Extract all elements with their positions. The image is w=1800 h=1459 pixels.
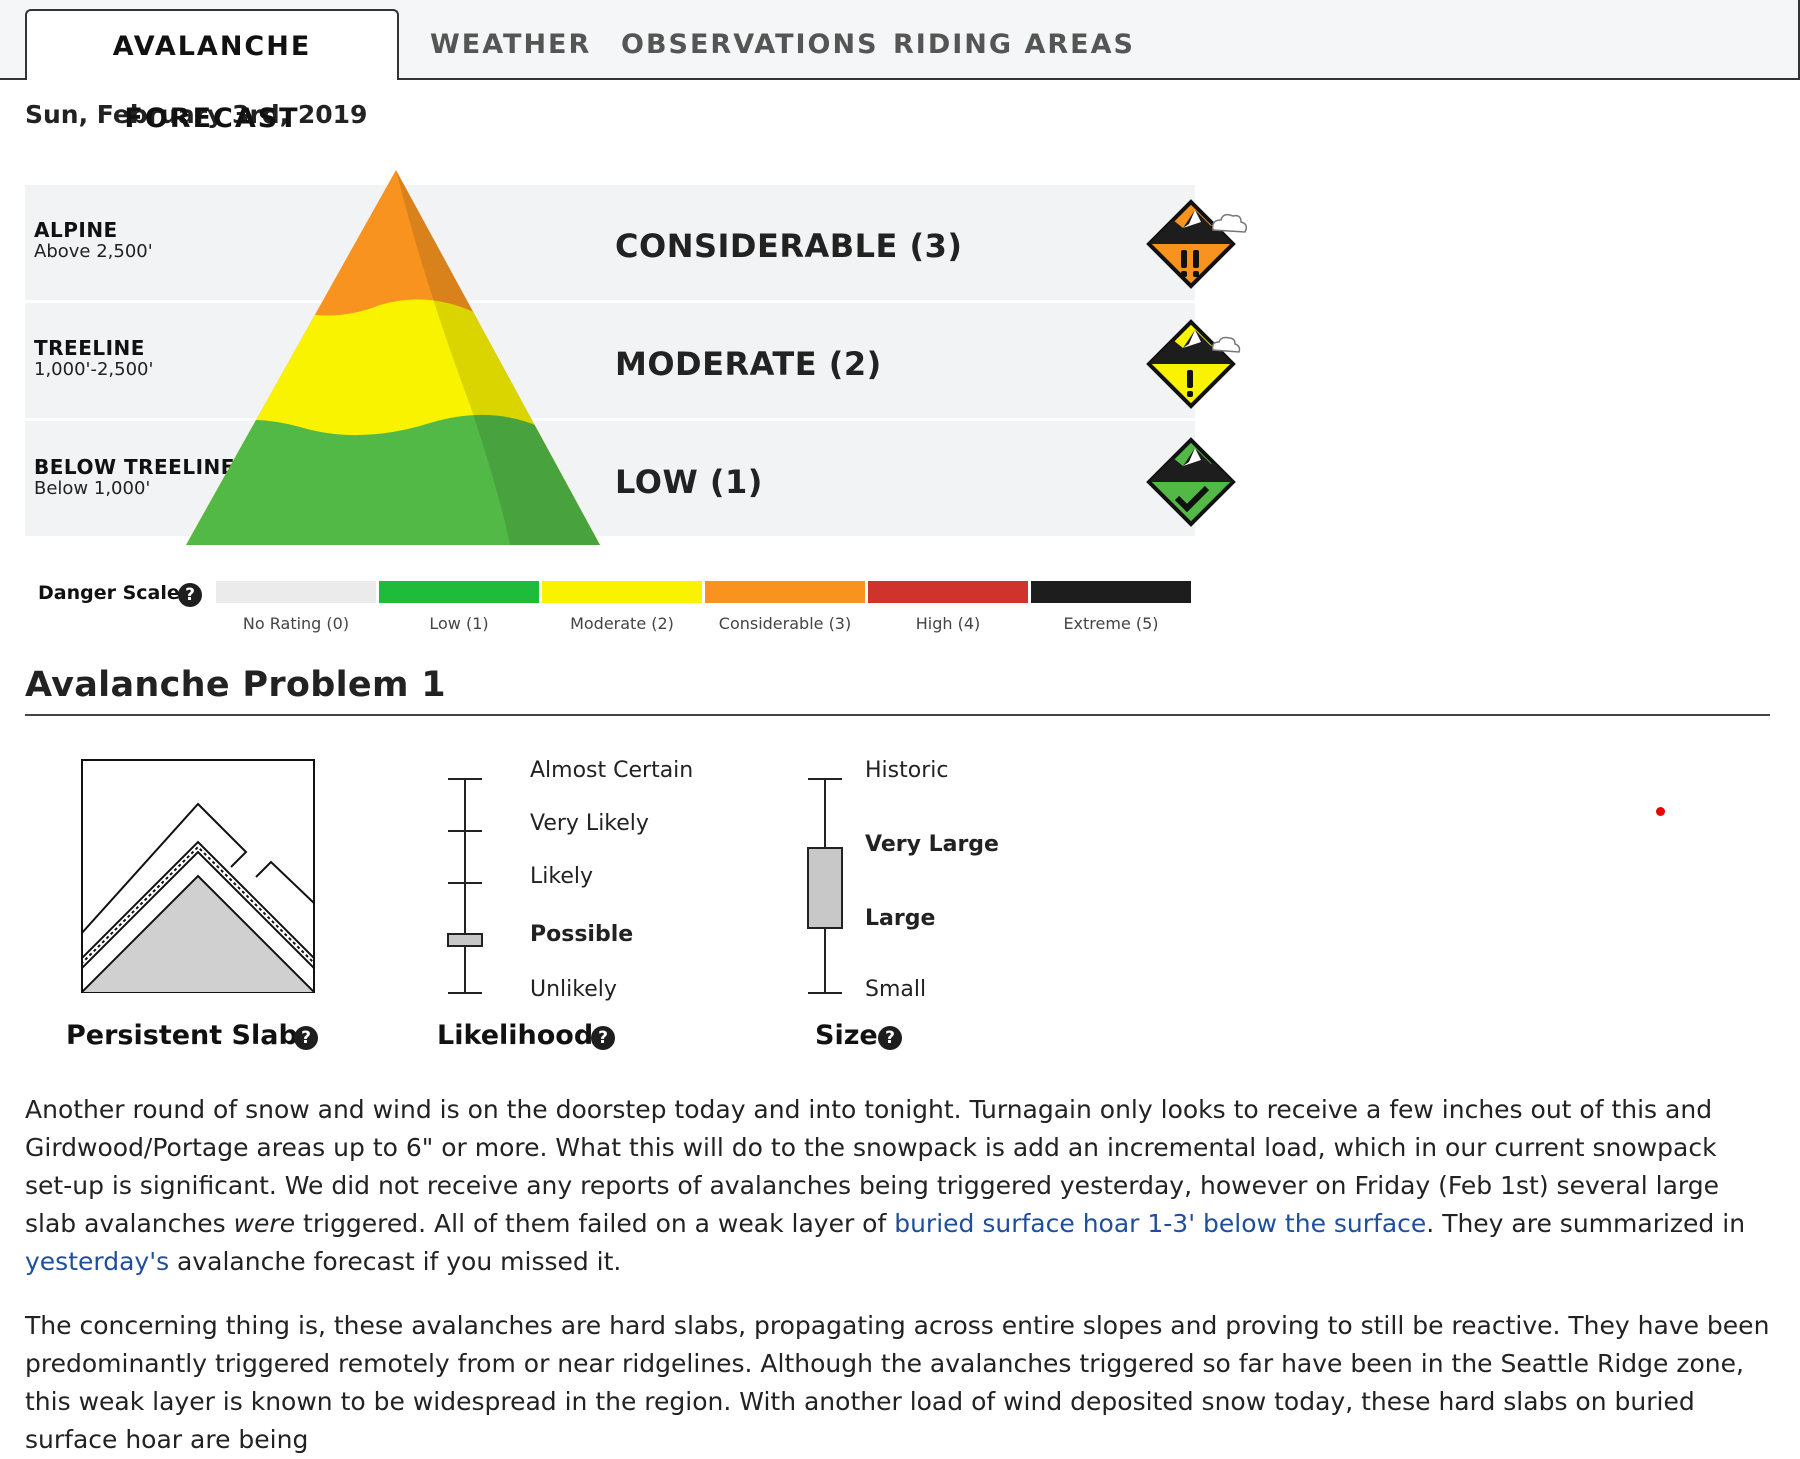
likelihood-level-label: Unlikely [530,977,617,1002]
tab-avalanche-forecast[interactable]: AVALANCHE FORECAST [25,9,399,134]
likelihood-help-icon[interactable]: ? [591,1026,615,1050]
danger-scale-label-1: Low (1) [429,614,489,633]
zone-name-treeline: TREELINE [34,336,145,360]
zone-elevation-below-treeline: Below 1,000' [34,478,151,499]
danger-scale-label-2: Moderate (2) [570,614,674,633]
size-level-label: Very Large [865,832,999,857]
tab-weather[interactable]: WEATHER [430,29,592,60]
problem-divider [25,714,1770,716]
yesterdays-forecast-link[interactable]: yesterday's [25,1247,170,1276]
discussion-paragraph-1: Another round of snow and wind is on the… [25,1091,1770,1281]
tab-observations[interactable]: OBSERVATIONS [621,29,879,60]
persistent-slab-diagram [81,759,315,993]
likelihood-level-label: Very Likely [530,811,649,836]
tab-bar-edge [1798,0,1800,79]
pyramid-below-treeline-layer [186,414,600,545]
size-level-label: Small [865,977,927,1002]
discussion-paragraph-2: The concerning thing is, these avalanche… [25,1311,1770,1454]
likelihood-level-label: Almost Certain [530,758,694,783]
danger-scale-label-5: Extreme (5) [1063,614,1159,633]
danger-scale-segment-2 [542,581,702,603]
size-level-label: Large [865,906,936,931]
treeline-band [25,303,1195,418]
p1-text-a: Another round of snow and wind is on the… [25,1095,1719,1238]
size-scale [807,778,843,994]
p1-text-b: triggered. All of them failed on a weak … [295,1209,895,1238]
size-range-marker [807,847,843,929]
danger-scale-segment-0 [216,581,376,603]
danger-scale-label-0: No Rating (0) [242,614,350,633]
buried-surface-hoar-link[interactable]: buried surface hoar 1-3' below the surfa… [894,1209,1427,1238]
rating-treeline: MODERATE (2) [615,345,882,383]
danger-scale-segment-5 [1031,581,1191,603]
rating-below-treeline: LOW (1) [615,463,763,501]
considerable-danger-icon [1146,199,1248,289]
low-danger-icon [1146,437,1236,527]
likelihood-caption: Likelihood [437,1020,594,1051]
size-caption: Size [815,1020,878,1051]
p1-text-d: avalanche forecast if you missed it. [169,1247,622,1276]
zone-elevation-alpine: Above 2,500' [34,241,153,262]
likelihood-marker [447,933,483,947]
danger-scale-segment-3 [705,581,865,603]
elevation-pyramid [186,170,600,545]
danger-scale-label: Danger Scale: [38,582,188,604]
rating-alpine: CONSIDERABLE (3) [615,227,963,265]
problem-type-caption: Persistent Slabs [66,1020,314,1051]
danger-scale-label-3: Considerable (3) [718,614,852,633]
alpine-band [25,185,1195,300]
danger-scale-segment-4 [868,581,1028,603]
tab-riding-areas[interactable]: RIDING AREAS [893,29,1135,60]
danger-scale-label-4: High (4) [915,614,981,633]
likelihood-scale [447,778,483,994]
size-level-label: Historic [865,758,949,783]
zone-elevation-treeline: 1,000'-2,500' [34,359,154,380]
problem-title: Avalanche Problem 1 [25,665,446,705]
likelihood-level-label: Possible [530,922,634,947]
danger-scale-help-icon[interactable]: ? [178,583,202,607]
tab-bar-border [0,78,1800,80]
red-dot-marker [1656,807,1665,816]
forecast-date: Sun, February 3rd, 2019 [25,100,367,129]
problem-type-help-icon[interactable]: ? [294,1026,318,1050]
zone-name-alpine: ALPINE [34,218,118,242]
moderate-danger-icon [1146,319,1241,409]
p1-emphasis: were [233,1209,296,1238]
p1-text-c: . They are summarized in [1426,1209,1746,1238]
size-help-icon[interactable]: ? [878,1026,902,1050]
danger-scale-segment-1 [379,581,539,603]
likelihood-level-label: Likely [530,864,593,889]
zone-name-below-treeline: BELOW TREELINE [34,455,235,479]
